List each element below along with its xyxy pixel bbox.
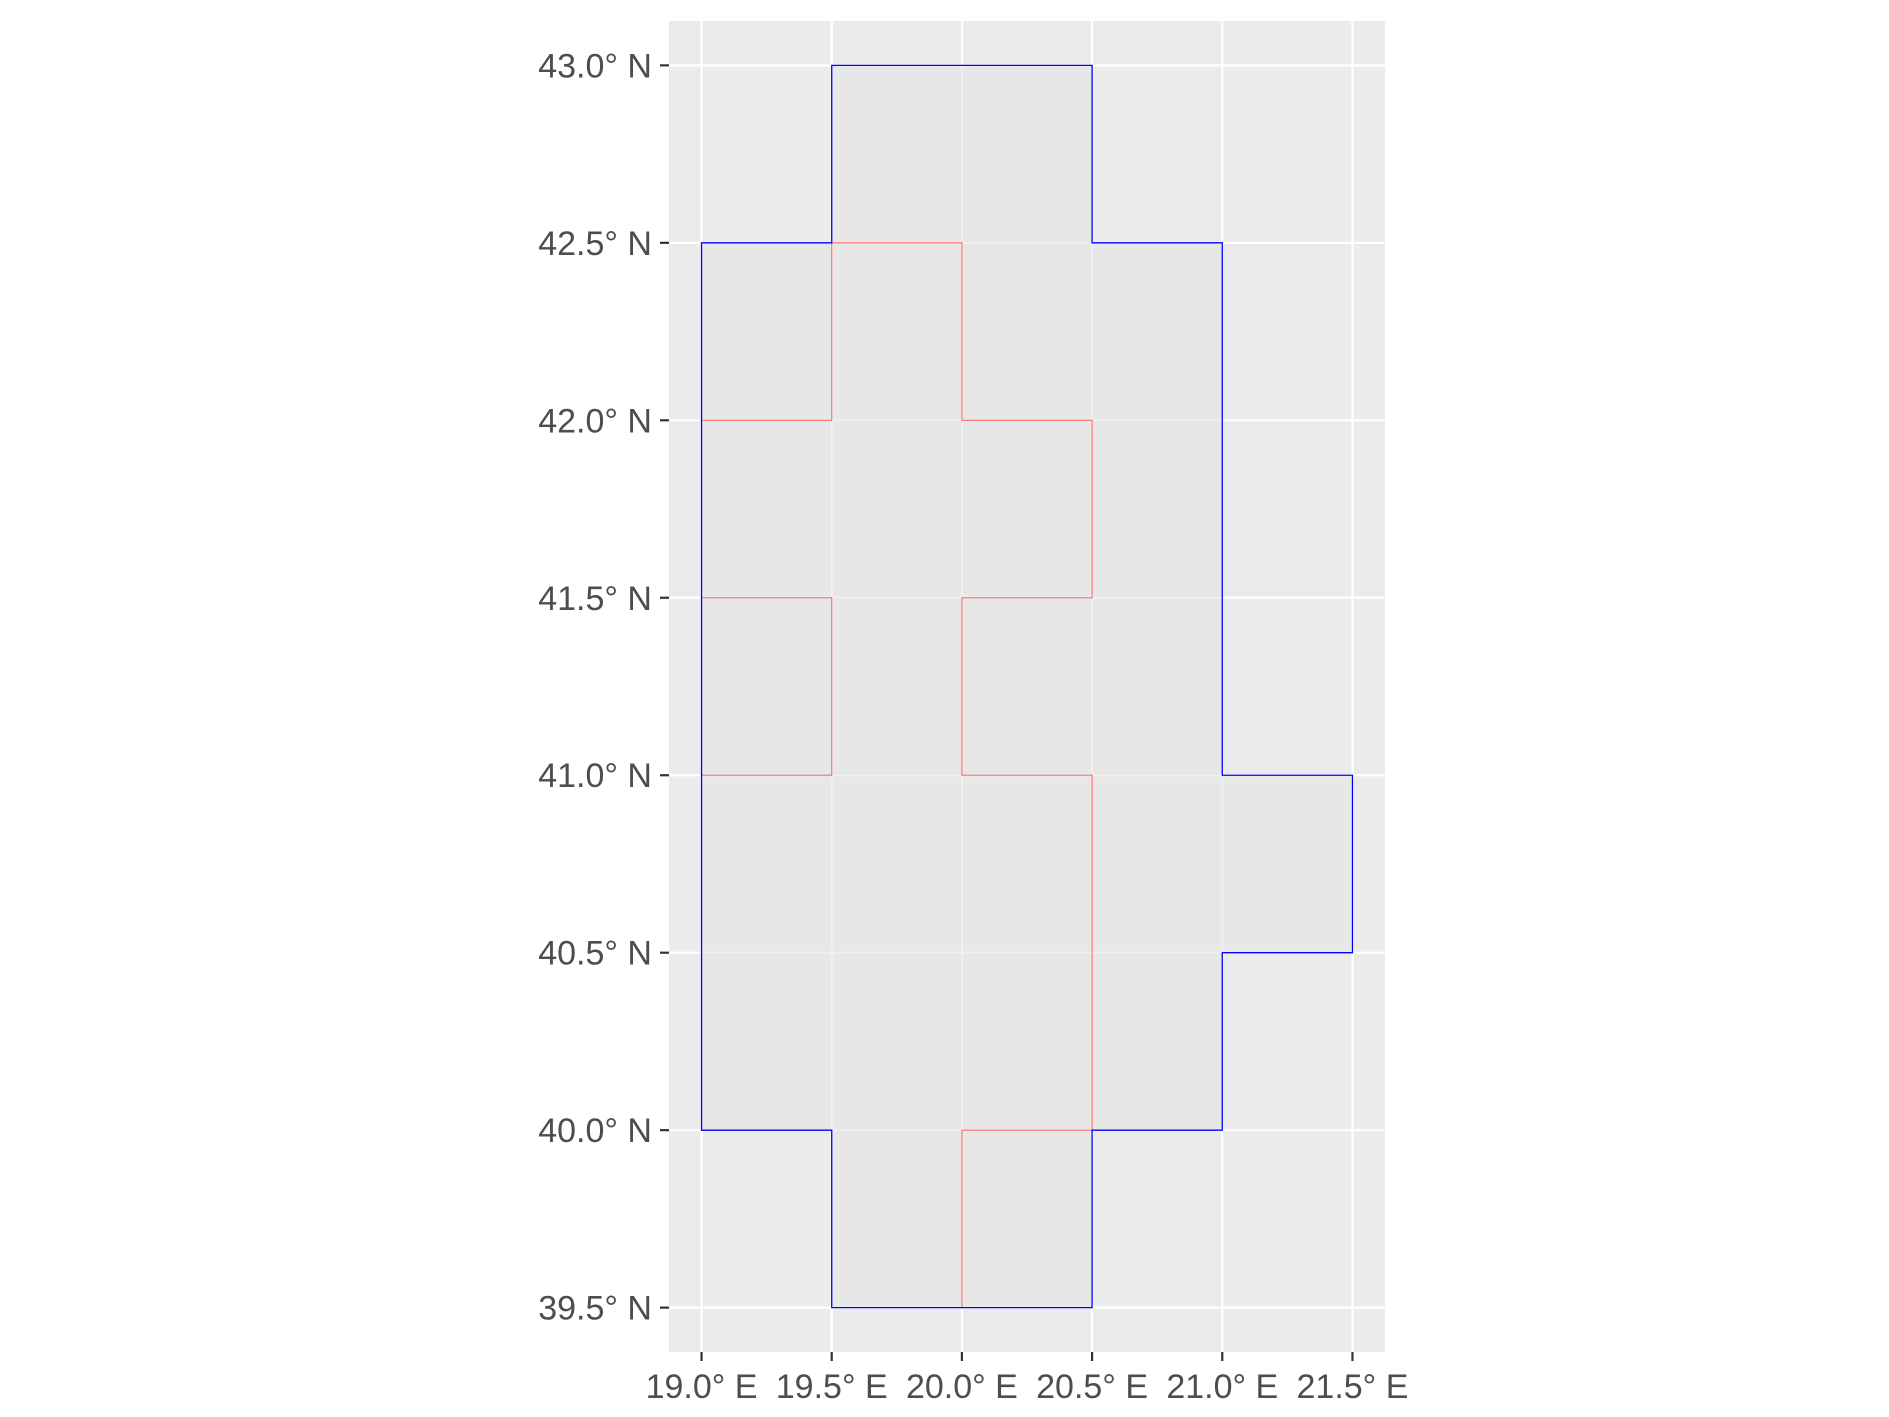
x-tick-label: 20.5° E xyxy=(1036,1368,1148,1406)
grid-cell xyxy=(831,597,962,776)
outer-boundary-line xyxy=(700,64,1354,1309)
grid-cell xyxy=(831,775,962,953)
inner-boundary-line xyxy=(701,597,833,776)
grid-cell xyxy=(1222,775,1353,953)
y-tick-label: 40.0° N xyxy=(538,1112,652,1150)
grid-cell xyxy=(1092,775,1223,953)
x-tick-label: 21.0° E xyxy=(1166,1368,1278,1406)
grid-cell xyxy=(961,420,1093,598)
outer-boundary xyxy=(700,64,1354,1309)
grid-cell xyxy=(961,775,1093,953)
y-axis: 39.5° N 40.0° N 40.5° N 41.0° N 41.5° N 42.0°… xyxy=(538,47,669,1328)
y-tick-label: 42.5° N xyxy=(538,225,652,263)
y-tick-label: 39.5° N xyxy=(538,1290,652,1328)
grid-cell xyxy=(701,420,832,598)
y-tick-label: 41.5° N xyxy=(538,580,652,618)
grid-cells xyxy=(701,65,1353,1308)
grid-cell xyxy=(1092,242,1223,421)
y-tick-label: 41.0° N xyxy=(538,757,652,795)
grid-cell xyxy=(701,952,832,1131)
x-tick-label: 21.5° E xyxy=(1297,1368,1409,1406)
grid-cell xyxy=(1092,952,1223,1131)
grid-cell xyxy=(831,952,962,1131)
inner-boundaries xyxy=(701,242,1093,1308)
grid-cell xyxy=(1092,597,1223,776)
grid-cell xyxy=(1092,420,1223,598)
grid-cell xyxy=(961,1130,1093,1308)
grid-cell xyxy=(961,65,1093,243)
grid-cell xyxy=(701,242,832,421)
grid-cell xyxy=(701,775,832,953)
x-tick-label: 19.0° E xyxy=(646,1368,758,1406)
x-tick-label: 19.5° E xyxy=(776,1368,888,1406)
grid-cell xyxy=(961,597,1093,776)
y-tick-label: 40.5° N xyxy=(538,935,652,973)
grid-cell xyxy=(831,420,962,598)
x-axis: 19.0° E 19.5° E 20.0° E 20.5° E 21.0° E 21.5°… xyxy=(646,1352,1409,1406)
grid-cell xyxy=(831,242,962,421)
x-tick-label: 20.0° E xyxy=(906,1368,1018,1406)
grid-cell xyxy=(831,65,962,243)
grid-cell xyxy=(701,597,832,776)
inner-boundary-line xyxy=(831,242,1093,1308)
grid-cell xyxy=(961,242,1093,421)
grid-cell xyxy=(961,952,1093,1131)
inner-boundary-line xyxy=(701,242,833,421)
y-tick-label: 43.0° N xyxy=(538,47,652,85)
grid-cell xyxy=(831,1130,962,1308)
y-tick-label: 42.0° N xyxy=(538,402,652,440)
